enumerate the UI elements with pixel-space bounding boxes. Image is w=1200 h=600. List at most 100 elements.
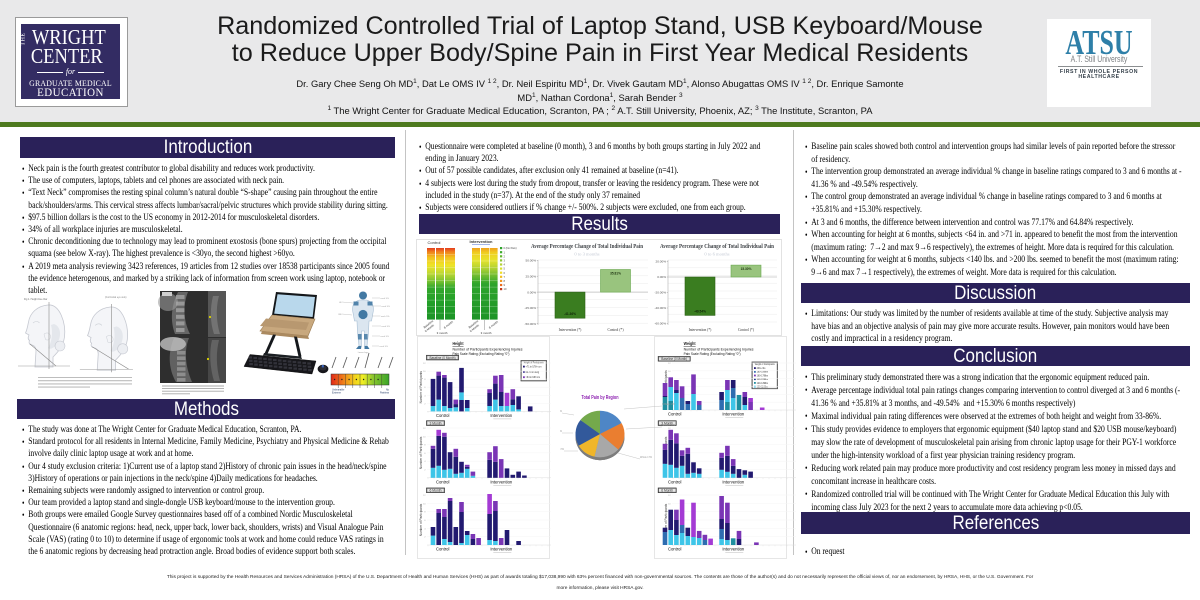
svg-text:Weight: Weight [684,341,696,346]
svg-text:0 to 3 months: 0 to 3 months [574,252,599,257]
svg-text:Baseline: Baseline [423,319,435,329]
svg-text:35.81%: 35.81% [610,272,621,276]
svg-text:4: 4 [424,528,426,530]
svg-text:12: 12 [668,363,671,365]
svg-text:7: 7 [504,275,506,279]
svg-text:180-199lbs: 180-199lbs [757,372,769,374]
svg-text:2: 2 [424,537,426,539]
svg-text:9: 9 [504,283,506,287]
svg-text:-49.54%: -49.54% [694,309,706,313]
svg-text:Pain Scale Rating (Excluding R: Pain Scale Rating (Excluding Rating "0") [684,351,742,356]
svg-text:64-70 in avrg: 64-70 in avrg [526,371,540,374]
svg-text:Painless: Painless [380,392,390,395]
svg-text:Control: Control [436,413,450,418]
svg-text:Number of Participants Experie: Number of Participants Experiencing Inju… [453,347,523,352]
svg-text:6: 6 [424,453,426,455]
svg-text:>64 in/163 cm: >64 in/163 cm [526,376,541,379]
svg-text:15.30%: 15.30% [741,267,752,271]
svg-text:-41.36%: -41.36% [564,312,576,316]
svg-text:Intervention: Intervention [722,412,745,417]
svg-text:4: 4 [424,461,426,463]
svg-text:neck 5%: neck 5% [382,306,390,308]
svg-text:4: 4 [504,263,506,267]
svg-text:10: 10 [423,371,426,373]
svg-text:1: 1 [504,250,506,254]
svg-text:RB: RB [338,314,342,316]
svg-text:L Back 17%: L Back 17% [560,448,565,451]
svg-text:0 Month: 0 Month [424,323,435,333]
svg-text:Extreme: Extreme [332,392,342,395]
svg-text:Intervention: Intervention [470,239,493,244]
svg-text:6 Month: 6 Month [661,489,673,493]
svg-text:160-179lbs: 160-179lbs [757,375,769,377]
svg-text:No: No [386,389,390,392]
svg-text:Baseline: Baseline [468,319,480,329]
svg-text:6: 6 [424,520,426,522]
svg-text:Number of Participants: Number of Participants [419,436,423,469]
svg-text:neck 5%: neck 5% [382,326,390,328]
svg-text:-20.00%: -20.00% [654,291,666,295]
svg-text:10: 10 [504,287,507,291]
svg-text:Unbearable: Unbearable [332,389,345,392]
svg-text:3: 3 [504,259,506,263]
svg-text:Height: Height [453,341,464,346]
svg-text:-40.00%: -40.00% [654,306,666,310]
svg-text:2: 2 [424,470,426,472]
svg-text:Control (*): Control (*) [738,328,755,332]
svg-text:LB: LB [339,302,342,304]
svg-text:Wrists 17%: Wrists 17% [640,456,653,459]
svg-text:Number of Participants: Number of Participants [419,371,423,404]
svg-text:12: 12 [668,495,671,497]
svg-text:3 Month: 3 Month [661,421,673,425]
svg-text:neck 5%: neck 5% [381,298,389,300]
svg-text:12: 12 [423,495,426,497]
svg-text:Baseline (0 Month): Baseline (0 Month) [661,357,687,361]
svg-text:6 Month: 6 Month [430,489,442,493]
svg-text:-60.00%: -60.00% [654,322,666,326]
svg-text:Average Percentage Change of T: Average Percentage Change of Total Indiv… [531,243,643,250]
svg-text:Number of Participants Experie: Number of Participants Experiencing Inju… [684,347,754,352]
svg-text:neck 5%: neck 5% [381,316,389,318]
svg-text:0 to 6 months: 0 to 6 months [704,252,729,257]
svg-text:20.00%: 20.00% [656,260,667,264]
svg-text:Control: Control [668,547,682,552]
svg-text:2: 2 [504,254,506,258]
svg-text:4: 4 [424,395,426,397]
svg-text:3 month: 3 month [437,331,448,335]
svg-text:8: 8 [424,445,426,447]
svg-text:<71 in/178+ cm: <71 in/178+ cm [526,366,542,369]
svg-text:0 Month: 0 Month [469,323,480,333]
svg-text:Intervention (*): Intervention (*) [689,328,712,332]
svg-text:8: 8 [424,379,426,381]
svg-text:Intervention: Intervention [490,547,513,552]
svg-text:-50.00%: -50.00% [524,322,536,326]
svg-text:8: 8 [424,512,426,514]
svg-text:neck 5%: neck 5% [381,336,389,338]
svg-text:Lower legs: Lower legs [358,351,369,354]
svg-text:Intervention: Intervention [722,479,745,484]
svg-text:8: 8 [504,279,506,283]
svg-text:10: 10 [668,503,671,505]
svg-text:10: 10 [423,436,426,438]
svg-text:25.00%: 25.00% [526,274,537,278]
svg-text:6: 6 [504,271,506,275]
svg-text:0 (No Pain): 0 (No Pain) [504,246,517,250]
svg-text:U Back 17%: U Back 17% [662,403,675,406]
svg-text:100-119lbs: 100-119lbs [757,387,769,389]
svg-text:Number of Participants: Number of Participants [664,503,668,536]
svg-text:3 month: 3 month [481,331,492,335]
svg-text:Control: Control [668,479,682,484]
svg-text:0.00%: 0.00% [657,275,666,279]
svg-text:Intervention (*): Intervention (*) [559,328,582,332]
svg-text:Head 17%: Head 17% [560,410,563,413]
svg-text:Neck 17%: Neck 17% [560,430,563,433]
svg-text:2: 2 [424,403,426,405]
svg-text:Weight of Participants: Weight of Participants [755,363,776,366]
svg-text:12: 12 [668,428,671,430]
svg-text:neck 5%: neck 5% [380,346,388,348]
svg-text:5: 5 [504,267,506,271]
svg-text:(horizontal eye axis): (horizontal eye axis) [105,296,127,299]
svg-text:200+ lbs: 200+ lbs [757,368,767,370]
svg-text:3 Month: 3 Month [430,421,442,425]
svg-text:0.00%: 0.00% [527,290,536,294]
